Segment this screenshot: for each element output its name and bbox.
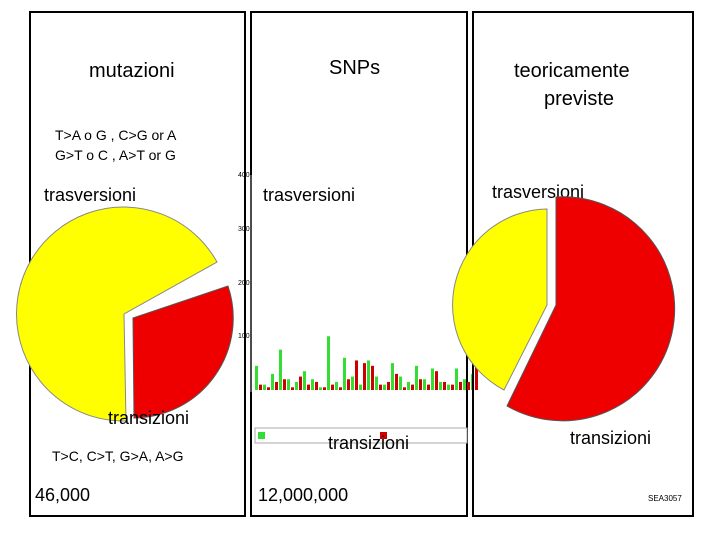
snps-count: 12,000,000 <box>258 485 349 505</box>
green-bar-2 <box>271 373 274 390</box>
red-bar-2 <box>275 381 278 390</box>
green-bar-10 <box>335 381 338 390</box>
red-bar-24 <box>451 384 454 390</box>
theoretical-pie-slice-transversions <box>452 208 548 391</box>
red-bar-13 <box>363 363 366 390</box>
green-bar-8 <box>319 387 322 390</box>
green-bar-26 <box>463 379 466 390</box>
mutations-pie-slice-transitions <box>132 285 234 419</box>
snps-transversion-label: trasversioni <box>263 185 356 205</box>
red-bar-18 <box>403 387 406 390</box>
green-bar-5 <box>295 381 298 390</box>
mutations-count: 46,000 <box>35 485 91 505</box>
green-bar-14 <box>367 360 370 390</box>
red-bar-22 <box>435 371 438 390</box>
red-bar-10 <box>339 387 342 390</box>
red-bar-12 <box>355 360 358 390</box>
green-bar-19 <box>407 381 410 390</box>
red-bar-4 <box>291 387 294 390</box>
red-bar-11 <box>347 379 350 390</box>
green-bar-6 <box>303 371 306 390</box>
red-bar-6 <box>307 384 310 390</box>
bar-chart-legend-box <box>254 427 468 444</box>
slide-code: SEA3057 <box>648 494 682 503</box>
red-bar-26 <box>467 381 470 390</box>
green-bar-16 <box>383 384 386 390</box>
mutations-transition-label: transizioni <box>108 408 190 428</box>
green-bar-17 <box>391 363 394 390</box>
red-bar-0 <box>259 384 262 390</box>
green-bar-1 <box>263 384 266 390</box>
y-tick-100: 100 <box>238 333 250 340</box>
green-bar-13 <box>359 384 362 390</box>
green-bar-15 <box>375 376 378 390</box>
green-bar-24 <box>447 384 450 390</box>
red-bar-15 <box>379 384 382 390</box>
transition-rule: T>C, C>T, G>A, A>G <box>52 448 184 464</box>
green-bar-12 <box>351 376 354 390</box>
red-bar-23 <box>443 381 446 390</box>
red-bar-14 <box>371 365 374 390</box>
green-bar-7 <box>311 379 314 390</box>
green-bar-4 <box>287 379 290 390</box>
snps-transition-label: transizioni <box>328 433 410 453</box>
snps-title: SNPs <box>329 57 381 79</box>
legend-red-swatch <box>380 432 387 439</box>
theoretical-pie-slice-transitions <box>506 196 676 422</box>
transversion-rule-2: G>T o C , A>T or G <box>55 147 176 163</box>
red-bar-9 <box>331 384 334 390</box>
red-bar-5 <box>299 376 302 390</box>
red-bar-7 <box>315 381 318 390</box>
transversion-rule-1: T>A o G , C>G or A <box>55 127 177 143</box>
red-bar-25 <box>459 381 462 390</box>
red-bar-3 <box>283 379 286 390</box>
red-bar-21 <box>427 384 430 390</box>
theoretical-title-line2: previste <box>544 88 615 110</box>
green-bar-22 <box>431 368 434 390</box>
legend-green-swatch <box>258 432 265 439</box>
mutations-title: mutazioni <box>89 60 175 82</box>
green-bar-21 <box>423 379 426 390</box>
red-bar-16 <box>387 381 390 390</box>
red-bar-20 <box>419 379 422 390</box>
theoretical-title-line1: teoricamente <box>514 60 630 82</box>
green-bar-18 <box>399 376 402 390</box>
green-bar-3 <box>279 349 282 390</box>
red-bar-17 <box>395 373 398 390</box>
green-bar-0 <box>255 365 258 390</box>
green-bar-9 <box>327 336 330 390</box>
red-bar-1 <box>267 387 270 390</box>
y-tick-200: 200 <box>238 280 250 287</box>
red-bar-8 <box>323 387 326 390</box>
green-bar-23 <box>439 381 442 390</box>
red-bar-19 <box>411 384 414 390</box>
mutations-pie-slice-transversions <box>16 206 218 422</box>
y-tick-300: 300 <box>238 226 250 233</box>
theoretical-transition-label: transizioni <box>570 428 652 448</box>
green-bar-25 <box>455 368 458 390</box>
mutations-transversion-label: trasversioni <box>44 185 137 205</box>
green-bar-20 <box>415 365 418 390</box>
green-bar-11 <box>343 357 346 390</box>
y-tick-400: 400 <box>238 172 250 179</box>
